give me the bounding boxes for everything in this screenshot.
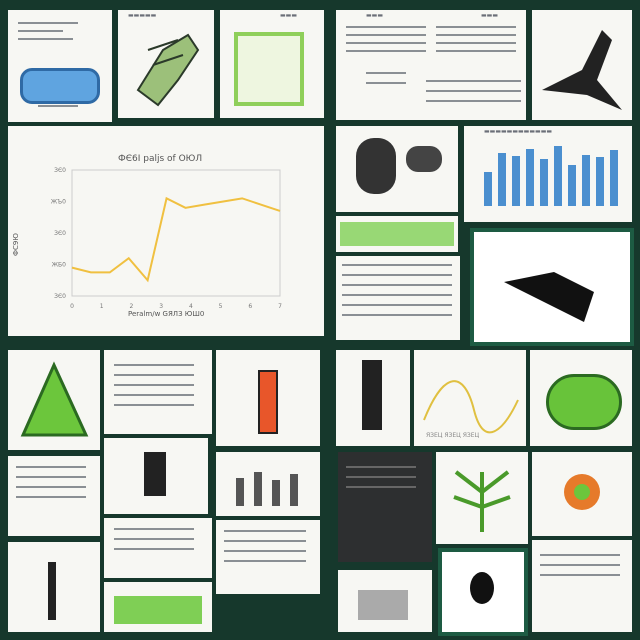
thumb-wave-chart: ЯЗЕЦ ЯЗЕЦ ЯЗЕЦ xyxy=(414,350,526,446)
y-tick-label: ЗЄ0 xyxy=(54,230,66,237)
y-tick-label: ЗЄ0 xyxy=(54,167,66,174)
thumb-green-bars xyxy=(104,582,212,632)
thumb-text-block-2 xyxy=(104,518,212,578)
mini-bar xyxy=(610,150,618,206)
thumb-text-block-3 xyxy=(216,520,320,594)
plant xyxy=(453,470,511,532)
black-shape xyxy=(504,272,594,322)
x-tick-label: 5 xyxy=(219,303,223,310)
green-frame-image xyxy=(234,32,304,106)
mini-bar xyxy=(540,158,548,206)
bird-sketch xyxy=(542,30,622,110)
series-line xyxy=(71,196,281,283)
thumb-green-strip xyxy=(336,216,458,252)
thumb-dark-screen xyxy=(338,452,432,562)
thumb-small-bars xyxy=(216,452,320,516)
thumb-robot-figure xyxy=(336,350,410,446)
mini-bar xyxy=(582,154,590,206)
thumb-orange-column xyxy=(216,350,320,446)
chart-plot: 0 1 2 3 4 5 6 7 ЗЄ0 ЖБ0 ЗЄ0 ЖЪ0 ЗЄ0 xyxy=(51,167,282,310)
chart-panel: ФЄ6І paljs of ОЮЛ ФС9Ю Peralm/w GЯЛЗ ЮШ0… xyxy=(8,126,324,336)
wave-label: ЯЗЕЦ ЯЗЕЦ ЯЗЕЦ xyxy=(426,432,480,439)
x-tick-label: 1 xyxy=(100,303,104,310)
thumb-gray-box xyxy=(338,570,432,632)
thumb-green-seat xyxy=(530,350,632,446)
thumb-stand xyxy=(8,542,100,632)
mini-bar xyxy=(596,157,604,206)
y-tick-label: ЖЪ0 xyxy=(51,199,66,206)
mini-bar xyxy=(526,149,534,206)
thumb-green-bell xyxy=(8,350,100,450)
thumb-bird xyxy=(532,10,632,120)
thumb-last-text xyxy=(532,540,632,632)
chart-title: ФЄ6І paljs of ОЮЛ xyxy=(118,154,203,164)
mini-bar xyxy=(568,164,576,206)
chart-xlabel: Peralm/w GЯЛЗ ЮШ0 xyxy=(128,310,205,318)
mini-bar xyxy=(484,171,492,206)
thumb-grasshopper: ▬▬▬▬▬ xyxy=(118,10,214,118)
thumb-black-figure xyxy=(104,438,208,514)
framed-black-shape xyxy=(470,228,634,346)
thumb-flower xyxy=(532,452,632,536)
y-tick-label: ЖБ0 xyxy=(52,262,67,269)
thumb-bar-chart: ▬▬▬▬▬▬▬▬▬▬▬▬ xyxy=(464,126,632,222)
thumb-table xyxy=(336,256,460,340)
mini-bar xyxy=(512,156,520,206)
green-bell xyxy=(20,361,89,437)
y-tick-label: ЗЄ0 xyxy=(54,293,66,300)
x-tick-label: 2 xyxy=(130,303,134,310)
thumb-blue-pad xyxy=(8,10,112,122)
thumb-dark-blobs xyxy=(336,126,458,212)
flower xyxy=(564,474,600,510)
x-tick-label: 7 xyxy=(278,303,282,310)
thumb-green-frame: ▬▬▬ xyxy=(220,10,324,118)
blue-pad-image xyxy=(20,68,100,104)
x-tick-label: 6 xyxy=(248,303,252,310)
wave-line xyxy=(423,380,519,434)
thumb-doc-lines xyxy=(104,350,212,434)
plot-frame xyxy=(71,169,281,297)
thumb-text-page: ▬▬▬ ▬▬▬ xyxy=(336,10,526,120)
x-tick-label: 0 xyxy=(70,303,74,310)
insect-sketch xyxy=(136,33,200,107)
framed-seed xyxy=(438,548,528,636)
mini-bar xyxy=(498,152,506,206)
x-tick-label: 3 xyxy=(159,303,163,310)
mini-bar xyxy=(554,146,562,206)
x-tick-label: 4 xyxy=(189,303,193,310)
thumb-green-plant xyxy=(436,452,528,544)
thumb-text-block-1 xyxy=(8,456,100,536)
